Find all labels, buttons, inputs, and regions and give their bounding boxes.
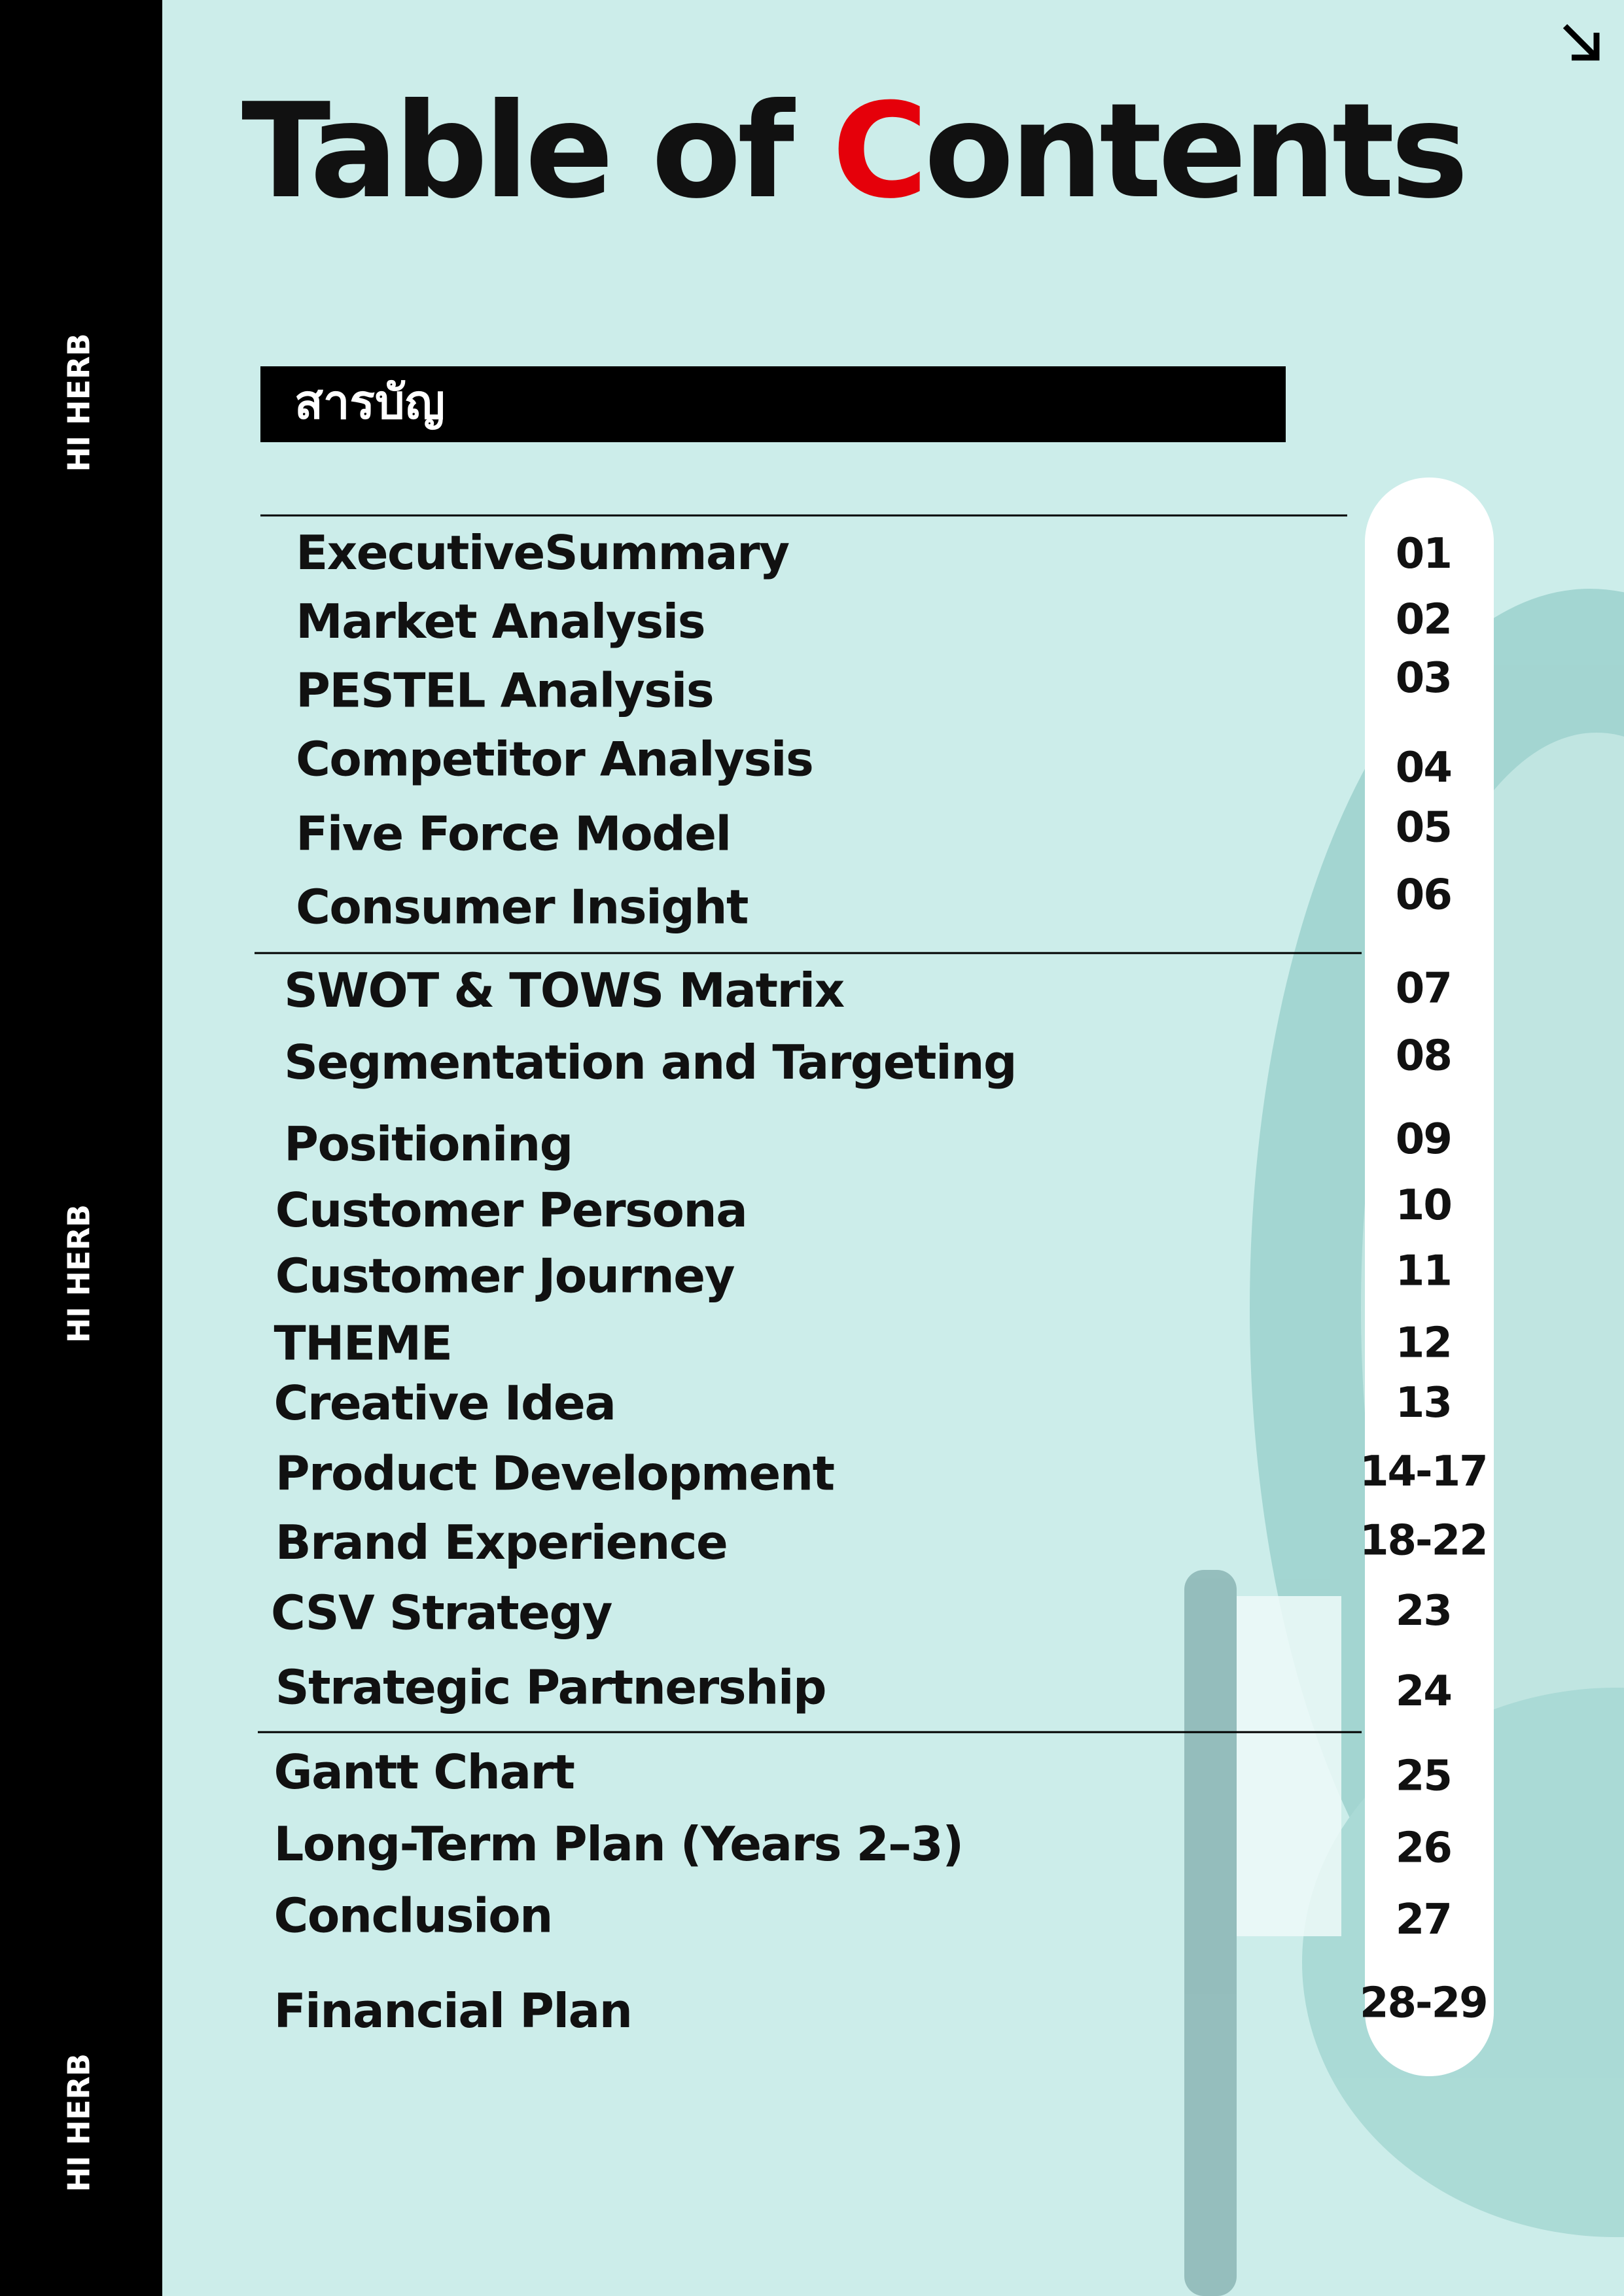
entry-page: 18-22 xyxy=(1360,1516,1487,1565)
entry-page: 14-17 xyxy=(1360,1448,1487,1496)
entry-page: 06 xyxy=(1396,871,1451,919)
page-pill xyxy=(1365,478,1494,2076)
entry-label: Brand Experience xyxy=(275,1515,728,1570)
title-accent: C xyxy=(832,75,925,228)
entry-label: Creative Idea xyxy=(274,1376,616,1431)
entry-label: Customer Journey xyxy=(275,1249,735,1304)
subtitle-bar xyxy=(260,366,1286,442)
entry-page: 04 xyxy=(1396,744,1451,792)
entry-page: 23 xyxy=(1396,1587,1451,1635)
entry-page: 11 xyxy=(1396,1247,1451,1296)
entry-label: Market Analysis xyxy=(296,594,705,649)
sidebar-labels: HI HERB HI HERB HI HERB xyxy=(62,333,97,2192)
entry-page: 08 xyxy=(1396,1032,1451,1081)
entry-page: 07 xyxy=(1396,965,1451,1013)
entry-page: 12 xyxy=(1396,1319,1451,1367)
entry-page: 13 xyxy=(1396,1379,1451,1427)
entry-label: Consumer Insight xyxy=(296,880,748,935)
entry-page: 25 xyxy=(1396,1752,1451,1801)
entry-page: 05 xyxy=(1396,804,1451,852)
entry-page: 24 xyxy=(1396,1667,1451,1716)
entry-label: THEME xyxy=(274,1315,452,1370)
title-part: Table of xyxy=(241,75,832,228)
entry-label: CSV Strategy xyxy=(271,1585,612,1640)
entry-page: 26 xyxy=(1396,1824,1451,1872)
entry-page: 03 xyxy=(1396,654,1451,703)
entry-label: Product Development xyxy=(275,1446,834,1501)
entry-label: SWOT & TOWS Matrix xyxy=(284,963,845,1018)
entry-label: Segmentation and Targeting xyxy=(284,1035,1016,1090)
entry-label: ExecutiveSummary xyxy=(296,525,789,580)
sidebar-label: HI HERB xyxy=(62,333,97,472)
subtitle: สารบัญ xyxy=(294,375,445,430)
entry-label: Conclusion xyxy=(274,1888,552,1943)
entry-page: 10 xyxy=(1396,1181,1451,1230)
entry-label: Competitor Analysis xyxy=(296,732,813,787)
entry-page: 09 xyxy=(1396,1115,1451,1164)
arrow-icon xyxy=(1562,24,1600,61)
entry-page: 02 xyxy=(1396,596,1451,644)
entry-label: Gantt Chart xyxy=(274,1745,574,1800)
title-part: ontents xyxy=(924,75,1464,228)
entry-label: Long-Term Plan (Years 2–3) xyxy=(274,1817,963,1871)
entries: ExecutiveSummary 01 Market Analysis 02 PESTE… xyxy=(271,525,1489,2038)
entry-label: Customer Persona xyxy=(275,1183,747,1238)
sidebar-label: HI HERB xyxy=(62,1204,97,1343)
entry-label: Strategic Partnership xyxy=(275,1660,826,1714)
sidebar xyxy=(0,0,162,2296)
sidebar-label: HI HERB xyxy=(62,2053,97,2192)
entry-label: Financial Plan xyxy=(274,1983,632,2038)
entry-label: Five Force Model xyxy=(296,807,731,861)
entry-label: Positioning xyxy=(284,1117,573,1172)
title: Table of Contents xyxy=(241,75,1465,228)
entry-page: 28-29 xyxy=(1360,1979,1487,2028)
entry-page: 01 xyxy=(1396,530,1451,578)
entry-label: PESTEL Analysis xyxy=(296,663,713,718)
entry-page: 27 xyxy=(1396,1896,1451,1944)
